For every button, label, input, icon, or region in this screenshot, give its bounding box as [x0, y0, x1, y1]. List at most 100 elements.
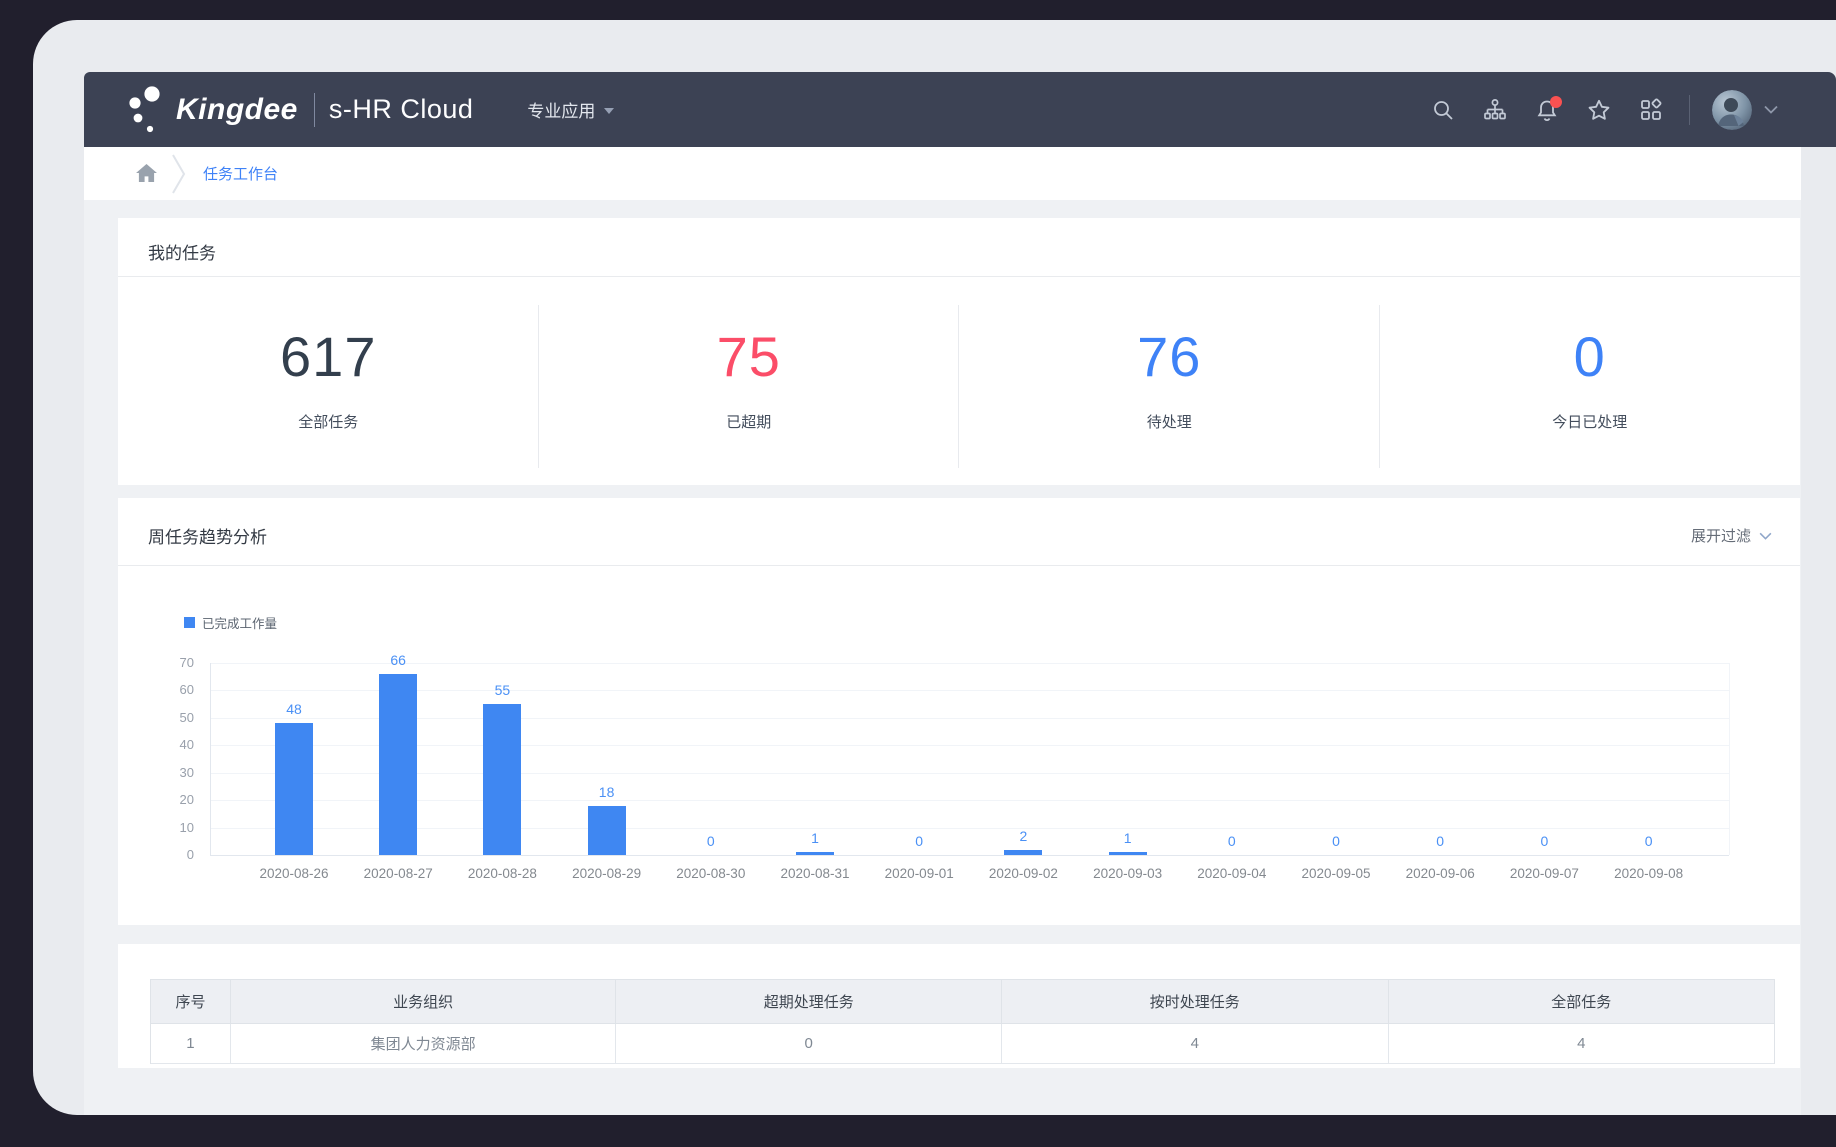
- bar-value-label: 55: [494, 682, 511, 699]
- x-axis-label: 2020-09-07: [1509, 866, 1579, 881]
- bar-2020-08-26[interactable]: [275, 723, 313, 855]
- x-axis-label: 2020-09-06: [1405, 866, 1475, 881]
- bar-value-label: 0: [1644, 833, 1653, 849]
- gridline-20: [210, 800, 1729, 802]
- navbar-divider: [1689, 94, 1690, 125]
- bar-value-label: 1: [1123, 830, 1132, 847]
- navbar-right: [1403, 89, 1836, 130]
- table-cell: 4: [1001, 1024, 1389, 1064]
- org-chart-icon[interactable]: [1483, 98, 1507, 122]
- org-table: 序号 业务组织 超期处理任务 按时处理任务 全部任务 1 集团人力资源部 0 4 4: [150, 979, 1775, 1064]
- my-tasks-title: 我的任务: [148, 244, 216, 263]
- expand-filter-toggle[interactable]: 展开过滤: [1691, 525, 1772, 546]
- gridline-50: [210, 717, 1729, 719]
- my-tasks-card: 我的任务 617 全部任务 75 已超期 76 待处理 0 今日已处理: [118, 218, 1800, 485]
- bar-value-label: 0: [1332, 833, 1340, 849]
- stat-4: 0 今日已处理: [1380, 277, 1801, 484]
- table-cell: 集团人力资源部: [230, 1024, 617, 1064]
- bar-value-label: 18: [598, 783, 615, 800]
- stat-label: 待处理: [1146, 414, 1192, 431]
- breadcrumb-current[interactable]: 任务工作台: [203, 166, 279, 183]
- gridline-10: [210, 827, 1729, 829]
- chevron-down-icon[interactable]: [1764, 101, 1778, 119]
- bar-value-label: 0: [1540, 833, 1549, 849]
- stat-3: 76 待处理: [959, 277, 1380, 484]
- stat-value: 76: [1137, 325, 1202, 388]
- brand-divider: [313, 92, 315, 127]
- table-header-1: 序号: [151, 980, 231, 1024]
- table-cell: 0: [616, 1024, 1002, 1064]
- search-icon[interactable]: [1431, 98, 1455, 122]
- y-tick-label: 30: [179, 764, 194, 780]
- app-window: Kingdee s-HR Cloud 专业应用: [33, 20, 1836, 1115]
- bar-value-label: 0: [706, 833, 715, 849]
- avatar[interactable]: [1712, 89, 1752, 130]
- y-tick-label: 10: [179, 819, 194, 835]
- breadcrumb: 任务工作台: [84, 147, 1801, 200]
- table-cell: 1: [151, 1024, 231, 1064]
- stat-label: 今日已处理: [1552, 414, 1628, 431]
- bar-value-label: 0: [1227, 833, 1236, 849]
- gridline-40: [210, 745, 1729, 747]
- stat-2: 75 已超期: [539, 277, 960, 484]
- bar-2020-08-28[interactable]: [483, 704, 522, 855]
- bar-value-label: 66: [390, 651, 406, 668]
- x-axis-label: 2020-08-28: [467, 866, 537, 881]
- trend-card-header: 周任务趋势分析 展开过滤: [118, 498, 1800, 566]
- bell-icon[interactable]: [1535, 95, 1562, 122]
- table-cell: 4: [1388, 1024, 1775, 1064]
- stat-value: 75: [716, 325, 781, 388]
- y-axis-line: [210, 663, 211, 855]
- page-content: 任务工作台 我的任务 617 全部任务 75 已超期 76 待处理 0 今日已处理 周任务趋势…: [84, 147, 1801, 1115]
- top-navbar: Kingdee s-HR Cloud 专业应用: [84, 72, 1836, 147]
- x-axis-label: 2020-09-05: [1301, 866, 1371, 881]
- bar-value-label: 0: [915, 833, 924, 849]
- trend-chart-card: 周任务趋势分析 展开过滤 已完成工作量 0 10 20 30 40 50 60 70 48 202…: [118, 498, 1800, 925]
- org-table-card: 序号 业务组织 超期处理任务 按时处理任务 全部任务 1 集团人力资源部 0 4 4: [118, 944, 1800, 1068]
- stat-label: 全部任务: [298, 414, 359, 431]
- apps-grid-icon[interactable]: [1639, 97, 1663, 122]
- x-axis-label: 2020-08-30: [676, 866, 746, 881]
- gridline-0: [210, 855, 1729, 856]
- x-axis-label: 2020-09-04: [1197, 866, 1267, 881]
- x-axis-label: 2020-08-29: [572, 866, 642, 881]
- star-icon[interactable]: [1587, 98, 1611, 122]
- x-axis-label: 2020-08-26: [259, 866, 329, 881]
- bar-2020-08-31[interactable]: [796, 852, 834, 855]
- y-tick-label: 60: [179, 682, 194, 698]
- bar-2020-08-29[interactable]: [587, 805, 626, 855]
- home-icon[interactable]: [136, 164, 157, 183]
- y-tick-label: 0: [186, 847, 194, 862]
- breadcrumb-separator-icon: [171, 153, 187, 195]
- product-name: s-HR Cloud: [328, 94, 474, 124]
- table-row[interactable]: 1 集团人力资源部 0 4 4: [151, 1024, 1775, 1064]
- chart-legend[interactable]: 已完成工作量: [184, 613, 277, 632]
- y-tick-label: 50: [179, 709, 194, 725]
- gridline-30: [210, 772, 1729, 774]
- bar-value-label: 1: [811, 830, 819, 847]
- bar-chart: 已完成工作量 0 10 20 30 40 50 60 70 48 2020-08-26 66 2020…: [118, 498, 1800, 925]
- stat-value: 617: [280, 325, 377, 388]
- stat-1: 617 全部任务: [118, 277, 539, 484]
- kingdee-logo-icon: [129, 85, 160, 132]
- table-header-row: 序号 业务组织 超期处理任务 按时处理任务 全部任务: [151, 980, 1775, 1024]
- bar-2020-09-03[interactable]: [1108, 852, 1147, 855]
- notification-badge: [1550, 95, 1562, 108]
- bar-value-label: 0: [1436, 833, 1445, 849]
- pro-apps-menu[interactable]: 专业应用: [527, 97, 615, 122]
- stats-row: 617 全部任务 75 已超期 76 待处理 0 今日已处理: [118, 277, 1800, 484]
- legend-swatch-icon: [184, 617, 195, 628]
- stat-value: 0: [1573, 325, 1606, 388]
- trend-card-title: 周任务趋势分析: [148, 528, 267, 547]
- brand-name: Kingdee: [176, 92, 298, 126]
- plot-right-border: [1729, 663, 1730, 855]
- y-tick-label: 40: [179, 737, 194, 753]
- x-axis-label: 2020-09-03: [1093, 866, 1163, 881]
- caret-down-icon: [604, 107, 615, 114]
- bar-2020-08-27[interactable]: [379, 673, 418, 855]
- bar-2020-09-02[interactable]: [1004, 849, 1043, 855]
- bar-value-label: 2: [1019, 827, 1028, 844]
- expand-filter-label: 展开过滤: [1690, 528, 1751, 545]
- x-axis-label: 2020-08-27: [363, 866, 433, 881]
- gridline-70: [210, 663, 1729, 664]
